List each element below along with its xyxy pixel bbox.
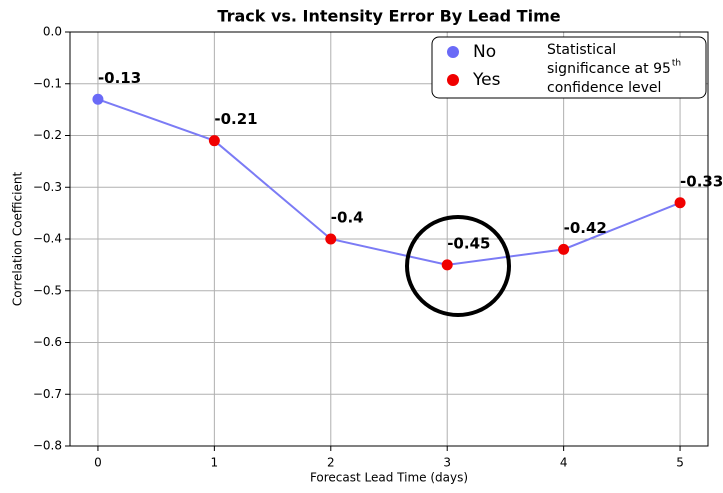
y-axis-label: Correlation Coefficient	[11, 172, 25, 307]
legend-note: confidence level	[547, 80, 661, 96]
x-tick-label: 5	[676, 456, 684, 470]
y-tick-label: −0.6	[33, 335, 62, 349]
point	[325, 233, 337, 245]
legend-label: Yes	[472, 70, 501, 90]
data-label: -0.13	[98, 69, 141, 87]
x-tick-label: 3	[443, 456, 451, 470]
y-tick-label: −0.5	[33, 283, 62, 297]
plot-frame	[69, 31, 709, 447]
point	[558, 243, 570, 255]
legend-label: No	[473, 42, 496, 62]
legend-note-sup: th	[672, 59, 681, 69]
point	[441, 259, 453, 271]
line	[97, 98, 681, 266]
data-label: -0.45	[447, 234, 490, 252]
data-label: -0.4	[331, 209, 364, 227]
data-label: -0.21	[214, 110, 257, 128]
x-axis-label: Forecast Lead Time (days)	[310, 471, 468, 485]
x-tick-label: 1	[211, 456, 219, 470]
legend-note: Statistical	[547, 42, 616, 58]
data-label: -0.33	[680, 172, 723, 190]
y-tick-label: −0.7	[33, 387, 62, 401]
y-tick-label: −0.4	[33, 232, 62, 246]
x-tick-label: 0	[94, 456, 102, 470]
chart-title: Track vs. Intensity Error By Lead Time	[217, 7, 560, 26]
x-tick-label: 2	[327, 456, 335, 470]
x-tick-label: 4	[560, 456, 568, 470]
legend-marker	[447, 46, 459, 58]
point	[92, 93, 104, 105]
y-tick-label: −0.3	[33, 180, 62, 194]
y-tick-label: 0.0	[43, 25, 62, 39]
legend-marker	[447, 74, 459, 86]
highlight-circle	[405, 215, 511, 317]
point	[674, 197, 686, 209]
legend-box	[431, 36, 707, 99]
data-label: -0.42	[564, 219, 607, 237]
legend-note: significance at 95	[547, 61, 671, 77]
point	[208, 135, 220, 147]
y-tick-label: −0.8	[33, 439, 62, 453]
y-tick-label: −0.1	[33, 76, 62, 90]
y-tick-label: −0.2	[33, 128, 62, 142]
